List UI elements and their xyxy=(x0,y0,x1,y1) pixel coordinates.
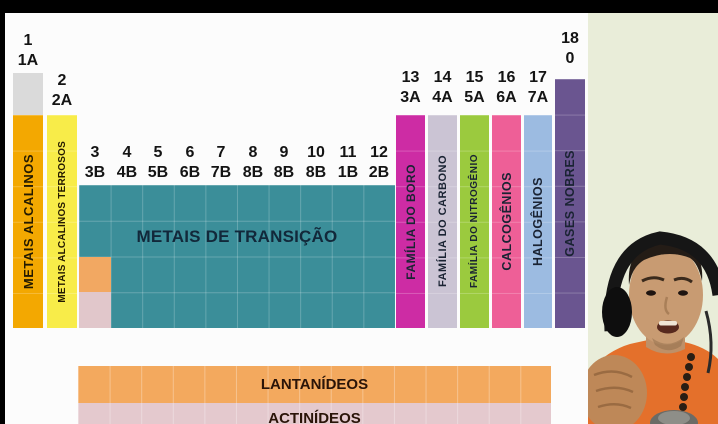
group-number: 13 xyxy=(401,69,420,86)
group-1-header: 1 1A xyxy=(13,31,43,71)
group-old-label: 3A xyxy=(400,89,421,106)
group-1-column: METAIS ALCALINOS xyxy=(13,115,43,328)
group-13-header: 13 3A xyxy=(396,68,425,108)
actinide-marker-cell xyxy=(79,292,111,328)
group-old-label: 8B xyxy=(242,164,264,181)
group-8-header: 8 8B xyxy=(237,143,269,183)
presenter-teeth xyxy=(659,321,677,326)
group-old-label: 3B xyxy=(84,164,106,181)
group-number: 2 xyxy=(57,72,67,89)
group-13-label: FAMÍLIA DO BORO xyxy=(403,163,418,280)
group-old-label: 1A xyxy=(17,52,39,69)
group-17-column: HALOGÊNIOS xyxy=(524,115,552,328)
group-18-header: 18 0 xyxy=(555,29,585,69)
presenter-chin-shadow xyxy=(652,337,684,351)
presenter-eyebrow-right xyxy=(673,276,693,284)
presenter-eye-right xyxy=(678,290,688,296)
group-number: 4 xyxy=(122,144,132,161)
group-14-label: FAMÍLIA DO CARBONO xyxy=(436,155,449,288)
group-number: 1 xyxy=(23,32,33,49)
group-5-header: 5 5B xyxy=(142,143,174,183)
group-11-header: 11 1B xyxy=(332,143,364,183)
group-number: 10 xyxy=(307,144,325,161)
group-old-label: 2B xyxy=(368,164,390,181)
group-old-label: 8B xyxy=(273,164,295,181)
group-16-column: CALCOGÊNIOS xyxy=(492,115,521,328)
actinides-row: ACTINÍDEOS xyxy=(78,403,551,424)
group-18-column: GASES NOBRES xyxy=(555,79,585,328)
group-15-column: FAMÍLIA DO NITROGÊNIO xyxy=(460,115,489,328)
group-old-label: 6B xyxy=(179,164,201,181)
presenter-fist-fingers xyxy=(593,370,634,410)
group-old-label: 8B xyxy=(305,164,327,181)
group-number: 15 xyxy=(465,69,484,86)
group-old-label: 4A xyxy=(432,89,453,106)
group-old-label: 6A xyxy=(496,89,517,106)
group-old-label: 5B xyxy=(147,164,169,181)
group-3-header: 3 3B xyxy=(79,143,111,183)
group-number: 7 xyxy=(216,144,226,161)
presenter-microphone-top xyxy=(658,411,690,424)
presenter-earcup xyxy=(602,287,632,337)
group-9-header: 9 8B xyxy=(268,143,300,183)
group-7-header: 7 7B xyxy=(205,143,237,183)
lanthanides-label: LANTANÍDEOS xyxy=(260,376,369,393)
group-4-header: 4 4B xyxy=(111,143,143,183)
group-15-header: 15 5A xyxy=(460,68,489,108)
lanthanide-marker-cell xyxy=(79,256,111,293)
group-old-label: 0 xyxy=(565,50,575,67)
group-15-label: FAMÍLIA DO NITROGÊNIO xyxy=(469,154,480,289)
group-10-header: 10 8B xyxy=(300,143,332,183)
webcam-panel xyxy=(581,13,718,424)
group-1-label: METAIS ALCALINOS xyxy=(20,153,36,290)
group-number: 9 xyxy=(279,144,289,161)
presenter-eye-left xyxy=(646,290,656,296)
presenter-eyebrow-left xyxy=(641,276,665,283)
group-16-label: CALCOGÊNIOS xyxy=(499,172,514,271)
group-number: 14 xyxy=(433,69,452,86)
group-old-label: 1B xyxy=(337,164,359,181)
group-2-label: METAIS ALCALINOS TERROSOS xyxy=(56,140,68,303)
group-old-label: 2A xyxy=(51,92,73,109)
group-14-column: FAMÍLIA DO CARBONO xyxy=(428,115,457,328)
group-13-column: FAMÍLIA DO BORO xyxy=(396,115,425,328)
group-old-label: 7A xyxy=(527,89,549,106)
group-14-header: 14 4A xyxy=(428,68,457,108)
group-number: 18 xyxy=(561,30,579,47)
group-number: 6 xyxy=(185,144,195,161)
group-number: 11 xyxy=(339,144,357,161)
group-number: 3 xyxy=(90,144,100,161)
group-old-label: 5A xyxy=(464,89,485,106)
transition-metals-label: METAIS DE TRANSIÇÃO xyxy=(136,227,338,246)
presenter-hair xyxy=(628,241,703,285)
group-number: 8 xyxy=(248,144,258,161)
presenter-illustration xyxy=(581,13,718,424)
periodic-table-slide: 1 1A METAIS ALCALINOS 2 2A METAIS ALCALI… xyxy=(5,13,588,424)
actinides-label: ACTINÍDEOS xyxy=(268,410,361,424)
group-16-header: 16 6A xyxy=(492,68,521,108)
group-18-label: GASES NOBRES xyxy=(563,150,577,257)
hydrogen-cell xyxy=(13,73,43,115)
group-number: 16 xyxy=(497,69,516,86)
presenter-headphone-cable xyxy=(704,310,713,374)
transition-metals-block xyxy=(79,185,395,328)
lanthanides-row: LANTANÍDEOS xyxy=(78,366,551,403)
group-number: 17 xyxy=(529,69,547,86)
group-6-header: 6 6B xyxy=(174,143,206,183)
group-2-column: METAIS ALCALINOS TERROSOS xyxy=(47,115,77,328)
presenter-face xyxy=(629,245,703,345)
group-17-header: 17 7A xyxy=(524,68,552,108)
group-old-label: 4B xyxy=(116,164,138,181)
group-number: 5 xyxy=(153,144,163,161)
group-number: 12 xyxy=(370,144,388,161)
group-12-header: 12 2B xyxy=(363,143,395,183)
presenter-nose xyxy=(664,296,670,316)
group-old-label: 7B xyxy=(210,164,232,181)
group-2-header: 2 2A xyxy=(47,71,77,111)
group-17-label: HALOGÊNIOS xyxy=(531,176,545,267)
